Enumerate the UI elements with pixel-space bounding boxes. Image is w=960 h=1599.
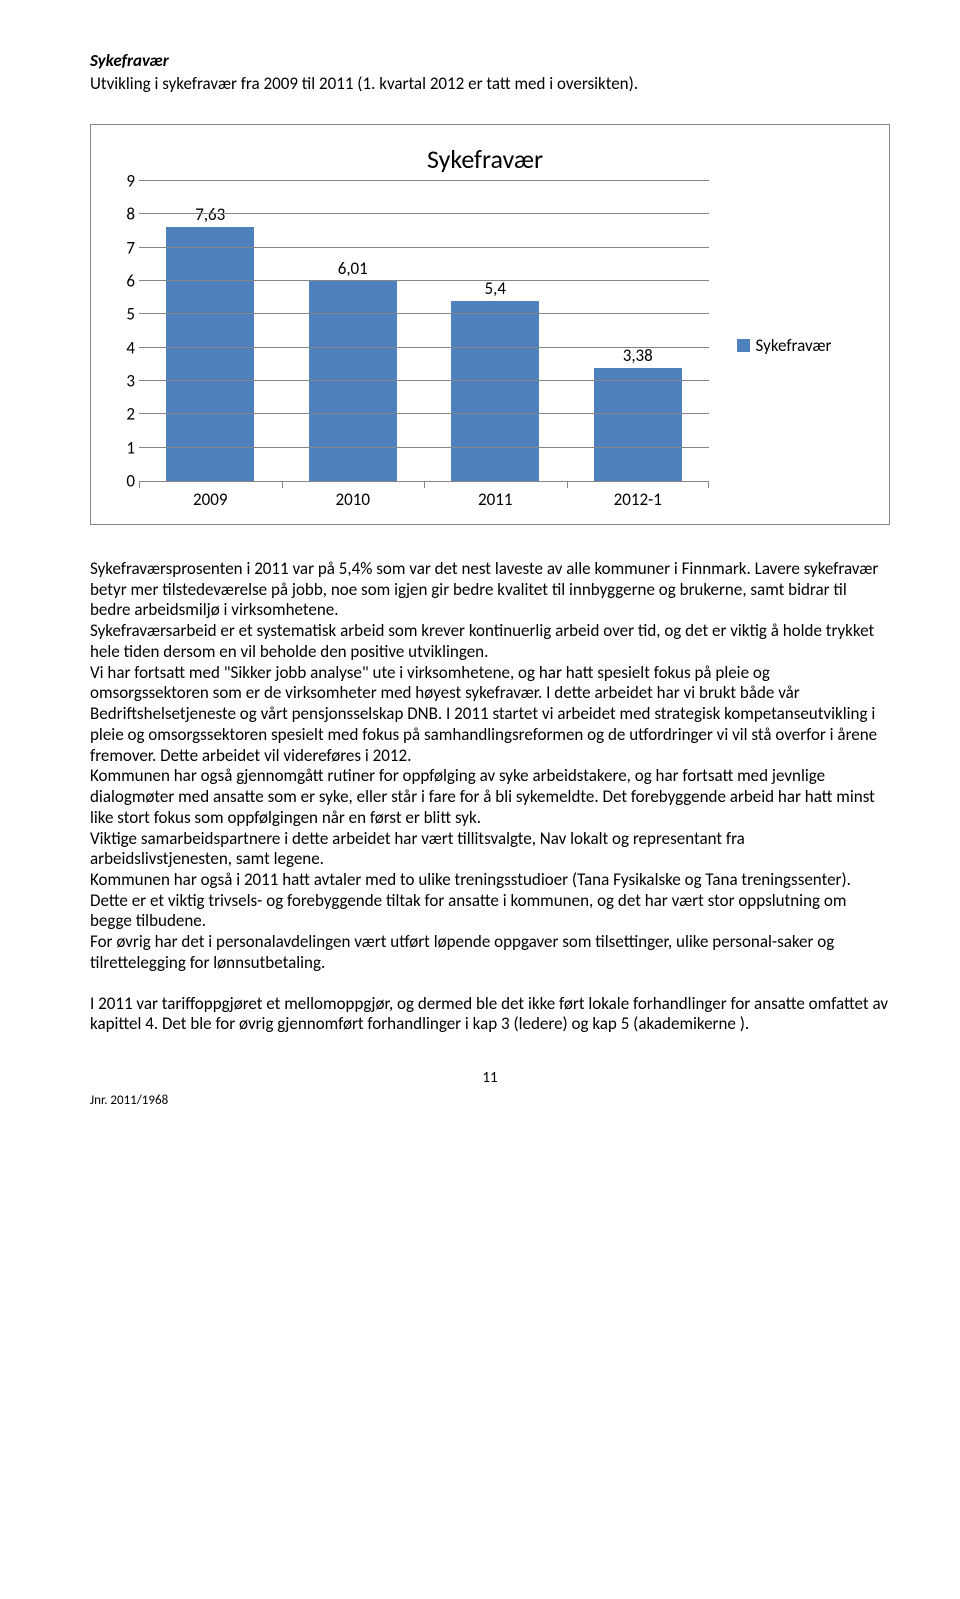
gridline — [139, 447, 709, 448]
ytick-label: 1 — [111, 437, 135, 458]
gridline — [139, 413, 709, 414]
chart-legend: Sykefravær — [709, 181, 859, 510]
page-container: Sykefravær Utvikling i sykefravær fra 20… — [0, 0, 960, 1148]
legend-item: Sykefravær — [737, 335, 832, 356]
bar-value-label: 6,01 — [338, 258, 368, 279]
gridline — [139, 280, 709, 281]
gridline — [139, 380, 709, 381]
gridline — [139, 313, 709, 314]
chart-container: Sykefravær 7,636,015,43,38 2009201020112… — [90, 124, 890, 525]
xtick-label: 2010 — [282, 486, 425, 510]
xtick-label: 2009 — [139, 486, 282, 510]
plot-inner: 7,63 6,01 5,4 3,38 — [139, 181, 709, 482]
bar — [166, 227, 254, 481]
xtick-label: 2011 — [424, 486, 567, 510]
gridline — [139, 347, 709, 348]
gridline — [139, 213, 709, 214]
paragraph: I 2011 var tariffoppgjøret et mellomoppg… — [90, 994, 890, 1035]
chart-plot-row: 7,63 6,01 5,4 3,38 2009201020112012-1 0 1 2 3 4… — [111, 181, 859, 510]
ytick-label: 6 — [111, 271, 135, 292]
bar — [451, 301, 539, 481]
bar-slot: 7,63 — [139, 204, 282, 481]
ytick-label: 5 — [111, 304, 135, 325]
paragraph: Kommunen har også i 2011 hatt avtaler me… — [90, 870, 890, 932]
plot-area: 7,63 6,01 5,4 3,38 — [139, 181, 709, 481]
paragraph: Sykefraværsarbeid er et systematisk arbe… — [90, 621, 890, 662]
ytick-label: 8 — [111, 204, 135, 225]
ytick-label: 2 — [111, 404, 135, 425]
page-number: 11 — [90, 1069, 890, 1087]
ytick-label: 4 — [111, 337, 135, 358]
chart-title: Sykefravær — [111, 143, 859, 175]
section-heading: Sykefravær — [90, 50, 890, 71]
chart-plot: 7,63 6,01 5,4 3,38 2009201020112012-1 0 1 2 3 4… — [111, 181, 709, 510]
footer-ref: Jnr. 2011/1968 — [90, 1093, 890, 1108]
xticks: 2009201020112012-1 — [139, 486, 709, 510]
bar-value-label: 3,38 — [623, 345, 653, 366]
xtick-label: 2012-1 — [567, 486, 710, 510]
legend-label: Sykefravær — [756, 335, 832, 356]
paragraph: Vi har fortsatt med "Sikker jobb analyse… — [90, 663, 890, 767]
ytick-label: 0 — [111, 471, 135, 492]
bar-value-label: 5,4 — [485, 278, 506, 299]
paragraph: For øvrig har det i personalavdelingen v… — [90, 932, 890, 973]
body-text-2: I 2011 var tariffoppgjøret et mellomoppg… — [90, 994, 890, 1035]
gridline — [139, 247, 709, 248]
paragraph: Kommunen har også gjennomgått rutiner fo… — [90, 766, 890, 828]
paragraph: Sykefraværsprosenten i 2011 var på 5,4% … — [90, 559, 890, 621]
legend-swatch — [737, 339, 750, 352]
ytick-label: 7 — [111, 237, 135, 258]
ytick-label: 9 — [111, 171, 135, 192]
intro-text: Utvikling i sykefravær fra 2009 til 2011… — [90, 73, 890, 94]
body-text: Sykefraværsprosenten i 2011 var på 5,4% … — [90, 559, 890, 974]
bar — [594, 368, 682, 481]
paragraph: Viktige samarbeidspartnere i dette arbei… — [90, 829, 890, 870]
ytick-label: 3 — [111, 371, 135, 392]
gridline — [139, 180, 709, 181]
